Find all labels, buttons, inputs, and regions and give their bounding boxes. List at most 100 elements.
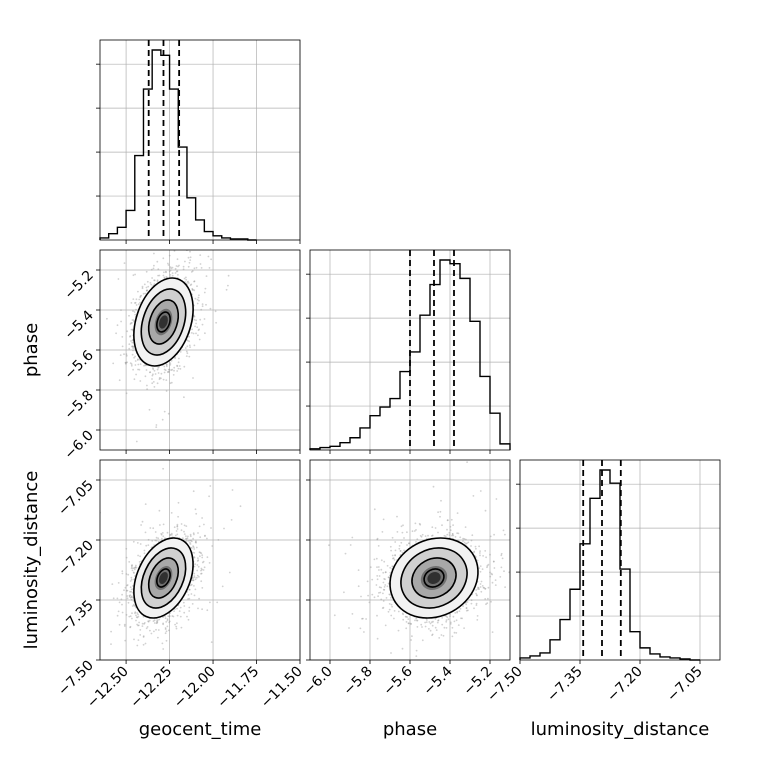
scatter-point [185,276,187,279]
scatter-point [192,545,195,548]
scatter-point [208,267,211,269]
scatter-point [131,564,134,566]
scatter-point [389,545,392,548]
x-tick-label-geocent-time: −12.00 [171,664,219,712]
scatter-point [171,266,174,269]
scatter-point [126,584,129,586]
scatter-point [381,531,384,533]
scatter-point [170,369,173,371]
scatter-point [201,556,204,559]
scatter-point [196,569,199,572]
scatter-point [131,345,134,348]
scatter-point [146,388,149,390]
scatter-point [191,328,194,331]
contour-line [147,557,180,599]
scatter-point [132,540,135,543]
scatter-point [176,614,179,617]
scatter-point [177,361,180,364]
scatter-point [161,537,163,540]
scatter-point [143,622,146,624]
scatter-point [197,296,200,299]
scatter-point [176,237,178,239]
scatter-point [193,533,195,536]
scatter-point [185,535,187,537]
scatter-point [431,624,434,627]
scatter-point [185,350,188,353]
scatter-point [137,624,140,627]
scatter-point [125,556,128,559]
scatter-point [163,368,166,371]
scatter-point [200,580,203,583]
scatter-point [186,339,189,342]
scatter-point [168,615,171,618]
scatter-point [132,298,135,300]
scatter-point [131,612,133,615]
scatter-point [165,363,168,366]
scatter-point [147,247,149,249]
scatter-point [177,265,179,268]
scatter-point [400,541,403,544]
scatter-point [167,412,170,415]
scatter-point [121,345,124,348]
scatter-point [193,585,195,587]
scatter-point [153,619,156,622]
scatter-point [155,539,158,542]
scatter-point [189,541,191,544]
scatter-point [131,328,134,331]
scatter-point [193,572,196,575]
scatter-point [200,267,203,269]
scatter-point [171,272,174,274]
scatter-point [165,276,168,278]
panel-joint-geocent-luminosity: −12.50−12.25−12.00−11.75−11.50−7.50−7.35… [55,459,306,712]
scatter-point [138,621,141,624]
scatter-point [164,628,167,630]
scatter-point [154,539,157,542]
scatter-point [217,539,220,541]
scatter-point [149,629,151,632]
scatter-point [196,574,199,577]
scatter-point [147,538,150,541]
scatter-point [124,639,127,642]
scatter-point [197,532,199,534]
scatter-point [137,624,139,627]
scatter-point [110,630,112,633]
scatter-point [172,374,175,376]
scatter-point [188,335,191,338]
scatter-point [126,361,128,364]
scatter-point [388,603,391,605]
scatter-point [215,243,217,245]
scatter-point [143,549,146,552]
scatter-point [193,289,196,292]
scatter-point [132,310,134,312]
scatter-point [168,368,171,371]
scatter-point [191,577,194,580]
scatter-point [139,634,142,636]
scatter-point [157,629,160,631]
scatter-point [186,345,189,348]
scatter-point [193,315,196,318]
scatter-point [124,362,127,364]
scatter-point [158,377,161,379]
scatter-point [470,545,472,547]
scatter-point [190,583,193,586]
scatter-point [360,595,362,598]
scatter-point [153,279,156,282]
y-tick-label-phase: −6.0 [61,428,96,463]
scatter-point [189,259,192,261]
scatter-point [179,351,182,353]
scatter-point [464,526,467,528]
scatter-point [193,556,196,558]
scatter-point [139,555,142,558]
scatter-point [189,584,192,587]
scatter-point [192,490,195,493]
scatter-point [139,295,142,298]
scatter-point [214,310,217,313]
scatter-point [168,371,171,373]
scatter-point [130,598,133,601]
scatter-point [138,298,141,301]
scatter-point [116,614,119,617]
scatter-point [445,619,448,621]
scatter-point [139,629,142,631]
scatter-point [189,346,192,348]
scatter-point [166,531,169,534]
